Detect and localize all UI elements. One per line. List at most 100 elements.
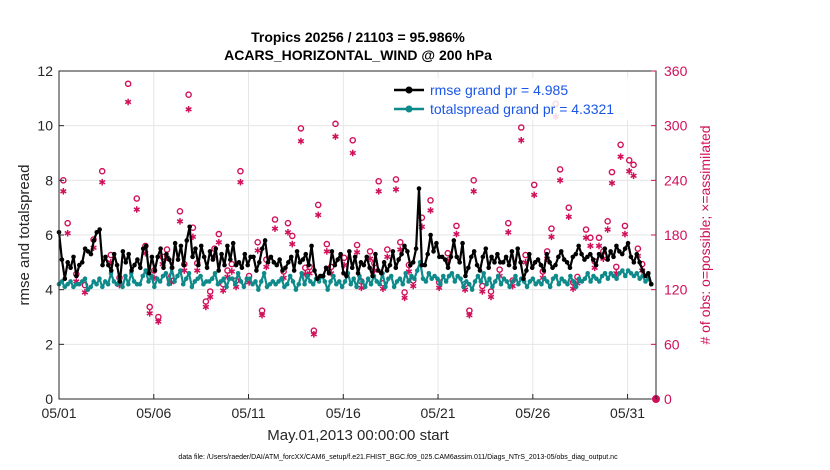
spread-point — [175, 273, 180, 279]
spread-point — [464, 279, 469, 284]
spread-point — [466, 281, 472, 287]
spread-point — [553, 273, 559, 279]
obs-assimilated-marker — [582, 234, 590, 242]
rmse-point — [335, 257, 341, 262]
spread-point — [596, 279, 602, 284]
spread-point — [178, 268, 183, 273]
rmse-point — [367, 265, 372, 271]
rmse-point — [193, 246, 198, 251]
rmse-point — [556, 254, 561, 260]
obs-assimilated-marker — [332, 133, 339, 140]
rmse-point — [463, 273, 468, 279]
rmse-point — [448, 254, 454, 260]
spread-point — [614, 276, 619, 282]
spread-point — [565, 281, 570, 287]
rmse-point — [344, 273, 349, 279]
rmse-point — [210, 257, 216, 262]
rmse-point — [97, 227, 102, 232]
spread-point — [504, 279, 510, 284]
spread-point — [299, 270, 304, 276]
rmse-point — [216, 268, 221, 273]
obs-assimilated-marker — [181, 267, 188, 274]
rmse-point — [361, 262, 367, 268]
rmse-point — [619, 251, 625, 257]
rmse-point — [384, 268, 390, 273]
spread-point — [131, 279, 137, 284]
spread-point — [446, 273, 452, 279]
y-left-tick-label: 2 — [45, 336, 53, 352]
series-layer — [56, 186, 654, 292]
rmse-point — [268, 254, 274, 260]
spread-point — [579, 279, 585, 284]
rmse-point — [265, 260, 271, 265]
obs-assimilated-marker — [530, 191, 538, 199]
obs-possible-marker — [384, 246, 391, 253]
obs-assimilated-marker — [215, 238, 223, 246]
spread-point — [85, 287, 91, 292]
obs-possible-marker — [314, 201, 322, 209]
spread-point — [250, 281, 255, 287]
obs-possible-marker — [124, 80, 132, 88]
obs-assimilated-marker — [146, 310, 153, 317]
y-right-tick-label: 360 — [664, 63, 688, 79]
rmse-point — [634, 251, 640, 257]
rmse-point — [126, 251, 131, 257]
spread-point — [458, 276, 463, 282]
rmse-point — [77, 262, 82, 268]
obs-assimilated-marker — [466, 311, 473, 319]
rmse-point — [396, 257, 401, 262]
spread-point — [403, 270, 408, 276]
spread-point — [432, 273, 437, 279]
rmse-point — [500, 260, 506, 265]
spread-point — [608, 270, 614, 276]
rmse-point — [277, 257, 282, 262]
spread-point — [576, 276, 582, 282]
rmse-point — [271, 260, 277, 265]
x-tick-label: 05/01 — [41, 405, 76, 421]
spread-point — [287, 273, 293, 279]
rmse-point — [323, 265, 329, 271]
rmse-point — [68, 265, 73, 271]
spread-point — [59, 279, 65, 284]
rmse-point — [233, 262, 239, 268]
rmse-point — [286, 260, 291, 265]
rmse-point — [576, 243, 581, 249]
obs-possible-marker — [612, 263, 620, 271]
obs-possible-marker — [297, 125, 305, 132]
spread-point — [625, 268, 631, 273]
spread-point — [198, 273, 203, 279]
obs-possible-marker — [215, 230, 223, 238]
rmse-point — [169, 265, 175, 271]
spread-point — [154, 276, 160, 282]
rmse-point — [79, 260, 85, 265]
obs-possible-marker — [595, 234, 603, 242]
obs-layer — [60, 80, 660, 403]
rmse-point — [349, 265, 355, 271]
rmse-point — [468, 254, 474, 260]
spread-point — [339, 284, 345, 290]
obs-possible-marker — [284, 219, 292, 227]
spread-point — [452, 279, 458, 284]
spread-point — [218, 279, 224, 284]
spread-point — [180, 281, 186, 287]
rmse-point — [259, 246, 265, 251]
rmse-point — [65, 260, 71, 265]
rmse-point — [338, 251, 343, 257]
y-left-tick-label: 6 — [45, 227, 53, 243]
rmse-point — [373, 251, 378, 257]
spread-point — [377, 281, 382, 287]
rmse-point — [596, 251, 602, 257]
obs-assimilated-marker — [595, 242, 603, 250]
spread-point — [556, 281, 562, 287]
rmse-point — [62, 276, 68, 282]
rmse-point — [640, 268, 645, 273]
spread-point — [620, 268, 625, 273]
spread-point — [542, 276, 547, 282]
rmse-point — [341, 270, 346, 276]
obs-possible-marker — [496, 266, 503, 273]
rmse-point — [74, 273, 79, 279]
spread-point — [533, 281, 538, 287]
rmse-point — [103, 254, 108, 260]
rmse-point — [643, 273, 648, 279]
